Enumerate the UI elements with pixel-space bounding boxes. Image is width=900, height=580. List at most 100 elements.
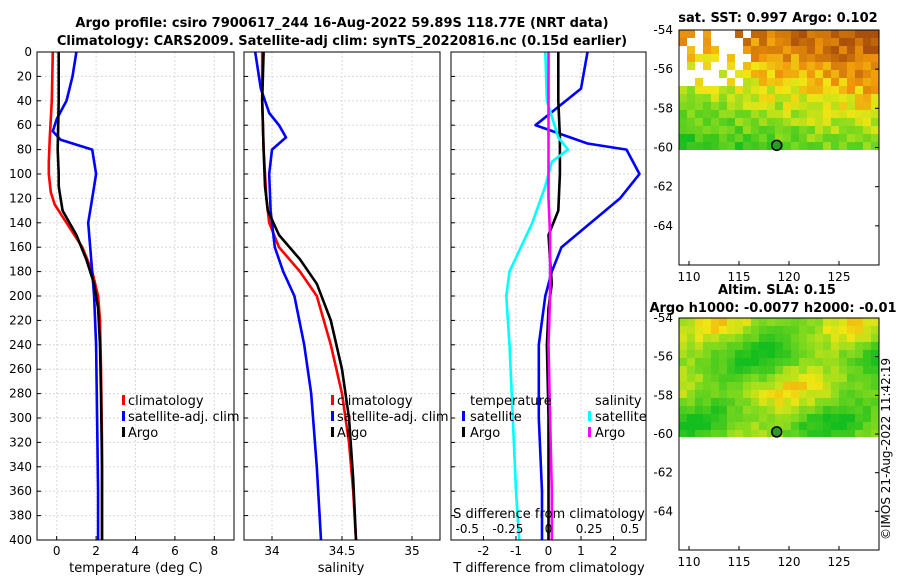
- series-s-argo: [547, 52, 554, 540]
- heatmap-cell: [767, 390, 775, 398]
- heatmap-cell: [735, 126, 743, 134]
- heatmap-cell: [687, 374, 695, 382]
- heatmap-cell: [807, 406, 815, 414]
- y-tick-label: 320: [9, 435, 32, 449]
- heatmap-cell: [815, 342, 823, 350]
- heatmap-cell: [695, 318, 703, 326]
- x-tick-label: 34: [264, 544, 279, 558]
- heatmap-cell: [719, 382, 727, 390]
- heatmap-cell: [863, 374, 871, 382]
- heatmap-cell: [711, 414, 719, 422]
- heatmap-cell: [863, 142, 871, 150]
- heatmap-cell: [855, 126, 863, 134]
- heatmap-cell: [759, 94, 767, 102]
- series-s-satellite: [504, 51, 570, 541]
- series-argo: [260, 51, 358, 541]
- heatmap-cell: [839, 382, 847, 390]
- heatmap-cell: [759, 406, 767, 414]
- heatmap-cell: [703, 430, 711, 437]
- heatmap-cell: [695, 54, 703, 62]
- heatmap-cell: [679, 382, 687, 390]
- heatmap-cell: [775, 334, 783, 342]
- heatmap-cell: [703, 406, 711, 414]
- heatmap-cell: [695, 358, 703, 366]
- heatmap-cell: [831, 398, 839, 406]
- title-line1: Argo profile: csiro 7900617_244 16-Aug-2…: [75, 16, 608, 31]
- heatmap-cell: [807, 86, 815, 94]
- heatmap-cell: [783, 342, 791, 350]
- heatmap-cell: [783, 406, 791, 414]
- heatmap-cell: [711, 366, 719, 374]
- heatmap-cell: [783, 30, 791, 38]
- heatmap-cell: [855, 334, 863, 342]
- heatmap-cell: [695, 94, 703, 102]
- y-tick-label: 300: [9, 411, 32, 425]
- heatmap-cell: [759, 62, 767, 70]
- y-tick-label: 280: [9, 387, 32, 401]
- heatmap-cell: [815, 374, 823, 382]
- heatmap-cell: [703, 126, 711, 134]
- y-tick-label: -64: [653, 504, 673, 518]
- heatmap-cell: [727, 54, 735, 62]
- heatmap-cell: [727, 102, 735, 110]
- heatmap-cell: [807, 54, 815, 62]
- heatmap-cell: [799, 46, 807, 54]
- heatmap-cell: [679, 38, 687, 46]
- heatmap-cell: [719, 430, 727, 437]
- heatmap-cell: [823, 350, 831, 358]
- heatmap-cell: [863, 398, 871, 406]
- heatmap-cell: [839, 94, 847, 102]
- heatmap-cell: [719, 70, 727, 78]
- heatmap-cell: [863, 422, 871, 430]
- heatmap-cell: [767, 134, 775, 142]
- heatmap-cell: [847, 390, 855, 398]
- heatmap-cell: [823, 374, 831, 382]
- y-tick-label: 100: [9, 167, 32, 181]
- heatmap-cell: [839, 30, 847, 38]
- heatmap-cell: [847, 102, 855, 110]
- heatmap-cell: [767, 78, 775, 86]
- heatmap-cell: [815, 366, 823, 374]
- heatmap-cell: [743, 366, 751, 374]
- heatmap-cell: [807, 70, 815, 78]
- heatmap-cell: [863, 326, 871, 334]
- heatmap-cell: [855, 142, 863, 150]
- legend-satellite: satellite-adj. clim: [337, 410, 449, 425]
- heatmap-cell: [791, 70, 799, 78]
- heatmap-cell: [839, 326, 847, 334]
- heatmap-cell: [719, 358, 727, 366]
- x-tick-label: 125: [828, 555, 851, 569]
- heatmap-cell: [679, 374, 687, 382]
- heatmap-cell: [719, 390, 727, 398]
- heatmap-cell: [775, 414, 783, 422]
- heatmap-cell: [815, 142, 823, 150]
- heatmap-cell: [863, 30, 871, 38]
- heatmap-cell: [695, 374, 703, 382]
- y-tick-label: 360: [9, 484, 32, 498]
- heatmap-cell: [855, 430, 863, 437]
- heatmap-cell: [711, 382, 719, 390]
- heatmap-cell: [759, 318, 767, 326]
- heatmap-cell: [719, 374, 727, 382]
- heatmap-cell: [743, 126, 751, 134]
- heatmap-cell: [767, 118, 775, 126]
- x-tick-label: 35: [404, 544, 419, 558]
- heatmap-cell: [767, 342, 775, 350]
- heatmap-cell: [743, 46, 751, 54]
- heatmap-cell: [711, 398, 719, 406]
- heatmap-cell: [743, 70, 751, 78]
- heatmap-cell: [807, 390, 815, 398]
- heatmap-cell: [759, 102, 767, 110]
- heatmap-cell: [767, 70, 775, 78]
- heatmap-cell: [807, 102, 815, 110]
- heatmap-cell: [839, 78, 847, 86]
- heatmap-cell: [759, 398, 767, 406]
- heatmap-cell: [823, 46, 831, 54]
- heatmap-cell: [863, 78, 871, 86]
- heatmap-cell: [799, 110, 807, 118]
- heatmap-cell: [703, 342, 711, 350]
- heatmap-cell: [847, 110, 855, 118]
- heatmap-cell: [679, 366, 687, 374]
- heatmap-cell: [695, 342, 703, 350]
- heatmap-cell: [735, 382, 743, 390]
